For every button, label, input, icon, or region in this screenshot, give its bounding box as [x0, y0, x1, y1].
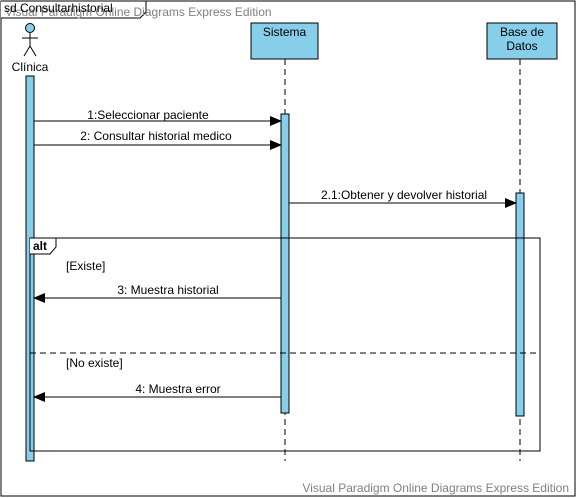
watermark-top: Visual Paradigm Online Diagrams Express …	[5, 5, 272, 19]
actor-leg-right	[29, 45, 37, 57]
message-1-label: 1:Seleccionar paciente	[87, 108, 209, 122]
lifeline-base-label-1: Base de	[500, 25, 544, 39]
message-2-1-label: 2.1:Obtener y devolver historial	[321, 188, 487, 202]
guard-no-existe: [No existe]	[66, 356, 123, 370]
watermark-bottom: Visual Paradigm Online Diagrams Express …	[302, 481, 569, 495]
message-4-label: 4: Muestra error	[135, 382, 220, 396]
lifeline-base-label-2: Datos	[506, 39, 537, 53]
alt-operator: alt	[33, 239, 47, 253]
actor-clinica: Clínica	[12, 23, 49, 74]
activation-base-datos	[515, 192, 525, 417]
frame-label-tab	[1, 0, 147, 19]
activation-sistema	[280, 113, 290, 414]
lifeline-sistema-label: Sistema	[263, 25, 307, 39]
lifeline-head-base-datos	[486, 22, 558, 60]
actor-name: Clínica	[12, 60, 49, 74]
guard-existe: [Existe]	[66, 259, 105, 273]
lifeline-head-sistema	[250, 22, 319, 60]
message-3-label: 3: Muestra historial	[117, 283, 218, 297]
frame-label: sd Consultarhistorial	[4, 1, 113, 15]
alt-operator-tab	[30, 237, 57, 255]
actor-head	[25, 23, 35, 33]
alt-fragment	[29, 237, 541, 452]
actor-leg-left	[23, 45, 31, 57]
message-2-label: 2: Consultar historial medico	[80, 129, 232, 143]
